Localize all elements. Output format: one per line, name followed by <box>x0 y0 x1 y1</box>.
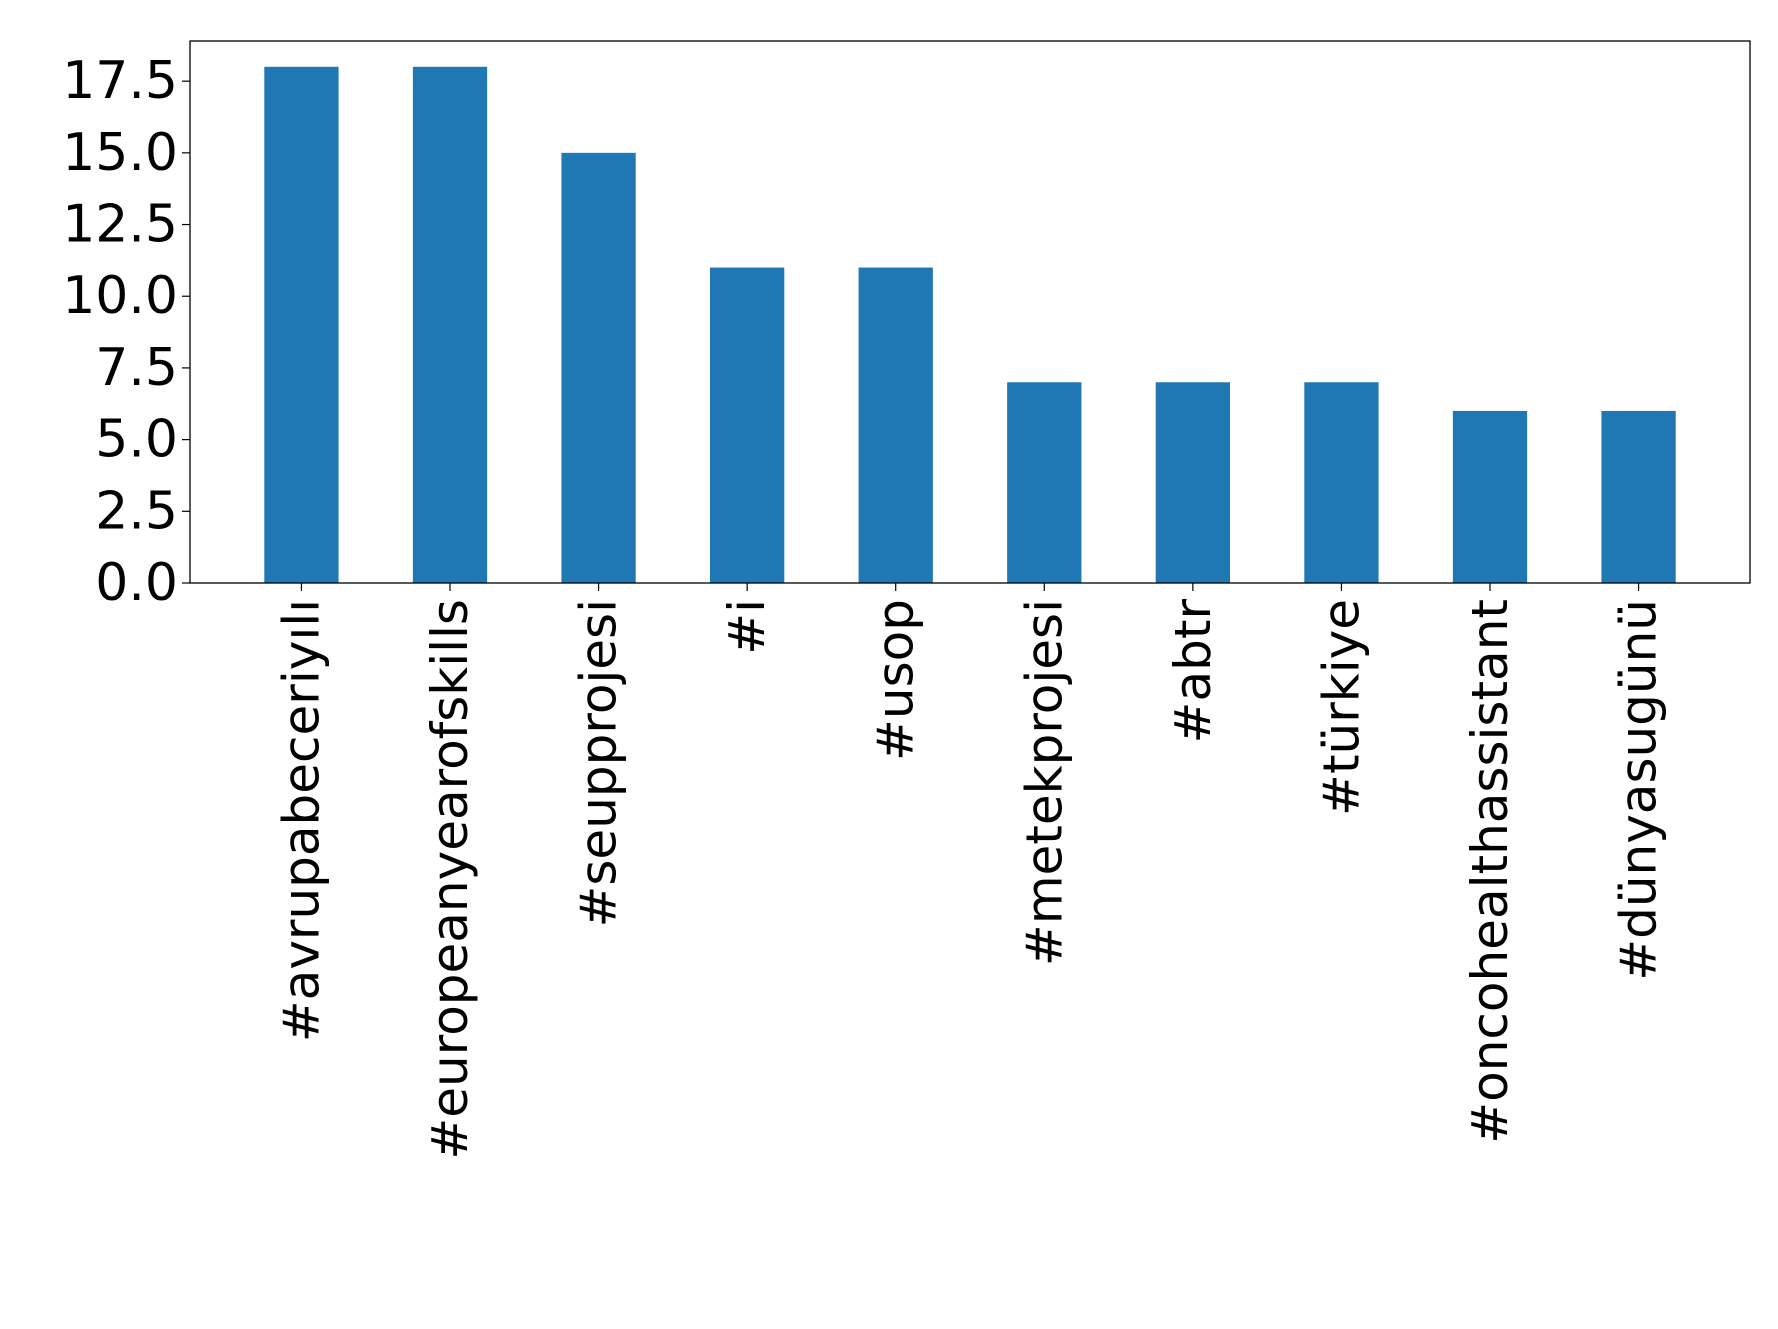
x-tick-label: #europeanyearofskills <box>421 599 479 1160</box>
x-tick-label: #türkiye <box>1312 599 1370 816</box>
x-tick-label: #abtr <box>1164 599 1222 744</box>
bar <box>561 152 636 584</box>
bars-group <box>264 66 1676 584</box>
bar <box>1452 410 1528 583</box>
bar <box>1601 410 1676 583</box>
x-tick-label: #usop <box>867 599 925 761</box>
bar <box>710 267 785 583</box>
y-tick-label: 7.5 <box>95 338 178 398</box>
bar <box>1007 382 1082 583</box>
x-tick-label: #dünyasugünü <box>1610 599 1668 981</box>
y-tick-label: 0.0 <box>95 553 178 613</box>
x-tick-label: #i <box>718 599 776 655</box>
y-tick-label: 2.5 <box>95 481 178 541</box>
y-tick-label: 10.0 <box>62 266 178 326</box>
y-axis: 0.0 2.5 5.0 7.5 10.0 12.5 15.0 17.5 <box>62 51 190 613</box>
bar <box>1155 382 1230 583</box>
x-tick-label: #oncohealthassistant <box>1461 599 1519 1144</box>
bar <box>264 66 339 584</box>
y-tick-label: 12.5 <box>62 195 178 255</box>
bar <box>858 267 933 583</box>
y-tick-label: 5.0 <box>95 410 178 470</box>
y-tick-label: 15.0 <box>62 123 178 183</box>
x-tick-label: #metekprojesi <box>1015 599 1073 966</box>
plot-frame <box>189 40 1751 584</box>
bar <box>1304 382 1379 583</box>
bar <box>412 66 488 584</box>
y-tick-label: 17.5 <box>62 51 178 111</box>
x-tick-label: #avrupabeceriyılı <box>272 599 330 1042</box>
x-axis: #avrupabeceriyılı #europeanyearofskills #s… <box>272 583 1668 1160</box>
x-tick-label: #seupprojesi <box>570 599 628 928</box>
